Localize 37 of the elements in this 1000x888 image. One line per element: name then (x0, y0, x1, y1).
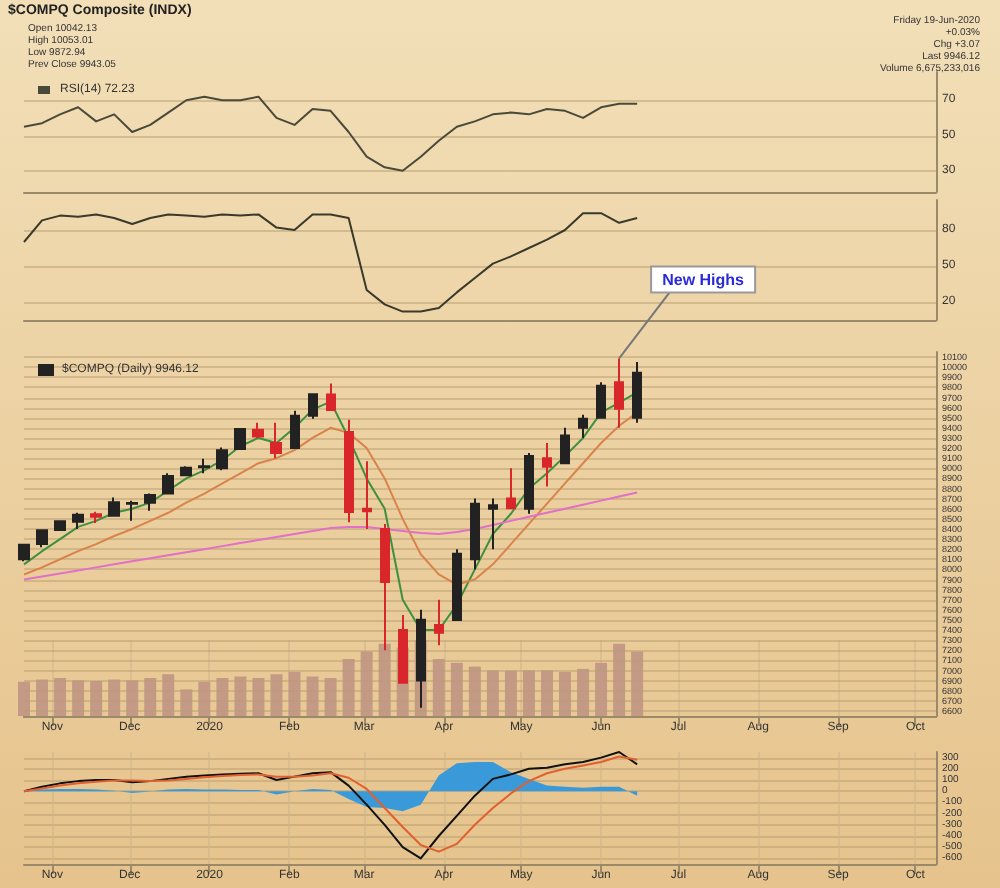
candlestick (290, 409, 300, 451)
candlestick (72, 511, 84, 530)
candlestick (234, 427, 246, 452)
candlestick (126, 499, 138, 522)
candlestick (362, 460, 372, 530)
candlestick (308, 392, 318, 420)
candlestick (252, 421, 264, 439)
candlestick (560, 426, 570, 466)
candlestick (506, 467, 516, 510)
candlestick (198, 457, 210, 475)
candlestick (614, 357, 624, 429)
candlestick (270, 421, 282, 460)
candlestick (36, 528, 48, 549)
candlestick (596, 381, 606, 420)
candlestick (18, 543, 30, 563)
candlestick (470, 497, 480, 571)
annotation: New Highs (662, 271, 746, 290)
candlestick (542, 442, 552, 488)
candlestick (180, 465, 192, 478)
line-series (23, 212, 639, 313)
candlestick (144, 492, 156, 512)
candlestick (434, 598, 444, 647)
candlestick (344, 418, 354, 524)
candlestick (54, 519, 66, 532)
candlestick (524, 452, 534, 515)
candlestick (578, 413, 588, 439)
candlestick (162, 472, 174, 496)
candlestick (488, 497, 498, 551)
candlestick (632, 361, 642, 424)
candlestick (90, 510, 102, 524)
candlestick (108, 496, 120, 518)
candlestick (452, 548, 462, 621)
line-series (23, 491, 639, 581)
candlestick (326, 382, 336, 412)
candlestick (216, 446, 228, 472)
bar (18, 681, 30, 716)
line-series (23, 95, 639, 172)
